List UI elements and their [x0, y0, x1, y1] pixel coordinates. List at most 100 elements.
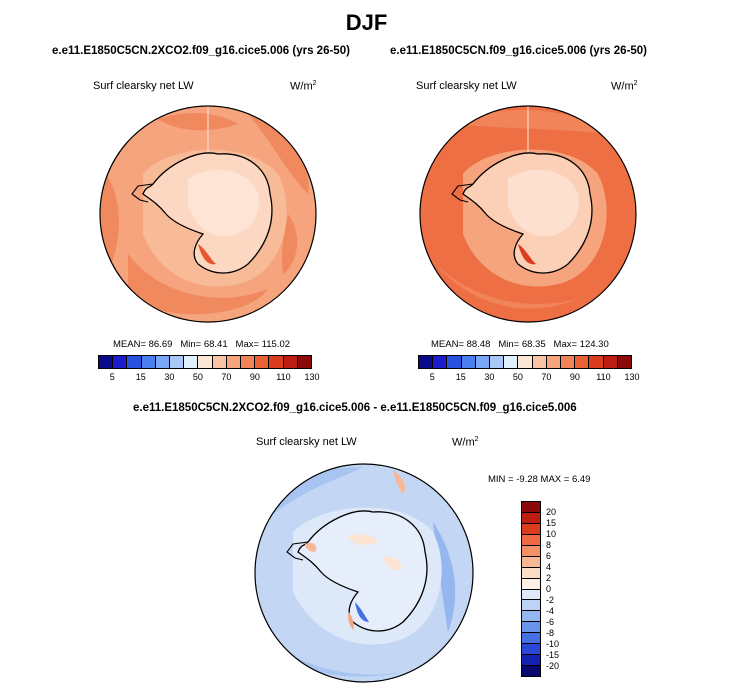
- colorbar-tick-label: 30: [164, 372, 175, 382]
- colorbar-swatch: [127, 356, 142, 368]
- panel2-colorbar-ticks: 5 15 30 50 70 90 110 130: [418, 372, 640, 384]
- colorbar-swatch: [522, 666, 540, 676]
- colorbar-swatch: [113, 356, 128, 368]
- colorbar-swatch: [561, 356, 576, 368]
- colorbar-swatch: [522, 589, 540, 601]
- colorbar-tick-label: 8: [546, 540, 552, 550]
- colorbar-swatch: [522, 611, 540, 623]
- panel1-variable-label: Surf clearsky net LW: [93, 80, 194, 92]
- colorbar-tick-label: 130: [304, 372, 320, 382]
- panel1-polar-map: [99, 105, 317, 323]
- diff-polar-map: [254, 463, 474, 683]
- diff-colorbar: [521, 501, 541, 677]
- colorbar-tick-label: 5: [109, 372, 115, 382]
- colorbar-swatch: [522, 512, 540, 524]
- colorbar-tick-label: 0: [546, 584, 552, 594]
- colorbar-tick-label: 20: [546, 507, 557, 517]
- colorbar-swatch: [198, 356, 213, 368]
- colorbar-swatch: [241, 356, 256, 368]
- colorbar-swatch: [532, 356, 547, 368]
- colorbar-swatch: [433, 356, 448, 368]
- colorbar-tick-label: -15: [546, 650, 560, 660]
- panel2-variable-label: Surf clearsky net LW: [416, 80, 517, 92]
- page-title: DJF: [345, 10, 388, 35]
- colorbar-tick-label: 110: [596, 372, 611, 382]
- colorbar-swatch: [518, 356, 533, 368]
- panel1-colorbar: [98, 355, 312, 369]
- colorbar-tick-label: 2: [546, 573, 552, 583]
- colorbar-swatch: [141, 356, 156, 368]
- colorbar-swatch: [575, 356, 590, 368]
- colorbar-swatch: [617, 356, 632, 368]
- colorbar-tick-label: 90: [249, 372, 260, 382]
- diff-stats: MIN = -9.28 MAX = 6.49: [488, 474, 591, 485]
- panel2-polar-map: [419, 105, 637, 323]
- diff-variable-label: Surf clearsky net LW: [256, 436, 357, 448]
- colorbar-swatch: [522, 534, 540, 546]
- colorbar-tick-label: -20: [546, 661, 560, 671]
- diff-colorbar-ticks: 20 15 10 8 6 4 2 0 -2 -4 -6 -8 -10 -15 -20: [546, 501, 576, 677]
- panel2-stats: MEAN= 88.48 Min= 68.35 Max= 124.30: [431, 339, 609, 350]
- panel1-colorbar-ticks: 5 15 30 50 70 90 110 130: [98, 372, 320, 384]
- colorbar-tick-label: -8: [546, 628, 555, 638]
- colorbar-swatch: [522, 622, 540, 634]
- colorbar-tick-label: -4: [546, 606, 555, 616]
- colorbar-swatch: [297, 356, 312, 368]
- colorbar-tick-label: 70: [221, 372, 232, 382]
- colorbar-tick-label: 15: [135, 372, 146, 382]
- panel1-units: W/m2: [290, 80, 317, 93]
- colorbar-swatch: [447, 356, 462, 368]
- colorbar-tick-label: 10: [546, 529, 557, 539]
- colorbar-swatch: [255, 356, 270, 368]
- colorbar-swatch: [475, 356, 491, 368]
- colorbar-swatch: [283, 356, 298, 368]
- colorbar-tick-label: 6: [546, 551, 552, 561]
- colorbar-swatch: [504, 356, 519, 368]
- colorbar-tick-label: -10: [546, 639, 560, 649]
- colorbar-swatch: [522, 578, 540, 590]
- colorbar-tick-label: 50: [192, 372, 203, 382]
- colorbar-swatch: [226, 356, 242, 368]
- colorbar-tick-label: 4: [546, 562, 552, 572]
- colorbar-swatch: [419, 356, 434, 368]
- colorbar-swatch: [522, 567, 540, 579]
- panel2-units: W/m2: [611, 80, 638, 93]
- colorbar-swatch: [546, 356, 562, 368]
- diff-title: e.e11.E1850C5CN.2XCO2.f09_g16.cice5.006 …: [133, 402, 577, 414]
- colorbar-swatch: [461, 356, 476, 368]
- colorbar-swatch: [99, 356, 114, 368]
- colorbar-swatch: [522, 556, 540, 568]
- colorbar-tick-label: 110: [276, 372, 291, 382]
- colorbar-tick-label: 15: [455, 372, 466, 382]
- colorbar-tick-label: -6: [546, 617, 555, 627]
- panel2-case-title: e.e11.E1850C5CN.f09_g16.cice5.006 (yrs 2…: [390, 45, 648, 57]
- colorbar-swatch: [184, 356, 199, 368]
- colorbar-tick-label: 5: [429, 372, 435, 382]
- colorbar-tick-label: -2: [546, 595, 555, 605]
- colorbar-tick-label: 90: [569, 372, 580, 382]
- colorbar-tick-label: 130: [624, 372, 640, 382]
- panel1-stats: MEAN= 86.69 Min= 68.41 Max= 115.02: [113, 339, 291, 350]
- colorbar-swatch: [522, 644, 540, 656]
- colorbar-swatch: [522, 633, 540, 645]
- colorbar-tick-label: 15: [546, 518, 557, 528]
- colorbar-swatch: [522, 502, 540, 513]
- panel2-colorbar: [418, 355, 632, 369]
- panel1-case-title: e.e11.E1850C5CN.2XCO2.f09_g16.cice5.006 …: [52, 45, 350, 57]
- colorbar-swatch: [269, 356, 284, 368]
- colorbar-tick-label: 70: [541, 372, 552, 382]
- colorbar-swatch: [522, 523, 540, 535]
- colorbar-swatch: [589, 356, 604, 368]
- diff-units: W/m2: [452, 436, 479, 449]
- diff-antarctica: [297, 510, 428, 632]
- colorbar-tick-label: 50: [512, 372, 523, 382]
- colorbar-swatch: [522, 600, 540, 612]
- colorbar-swatch: [490, 356, 505, 368]
- colorbar-swatch: [155, 356, 171, 368]
- colorbar-swatch: [212, 356, 227, 368]
- colorbar-swatch: [170, 356, 185, 368]
- colorbar-swatch: [522, 545, 540, 557]
- colorbar-swatch: [522, 655, 540, 667]
- colorbar-swatch: [603, 356, 618, 368]
- colorbar-tick-label: 30: [484, 372, 495, 382]
